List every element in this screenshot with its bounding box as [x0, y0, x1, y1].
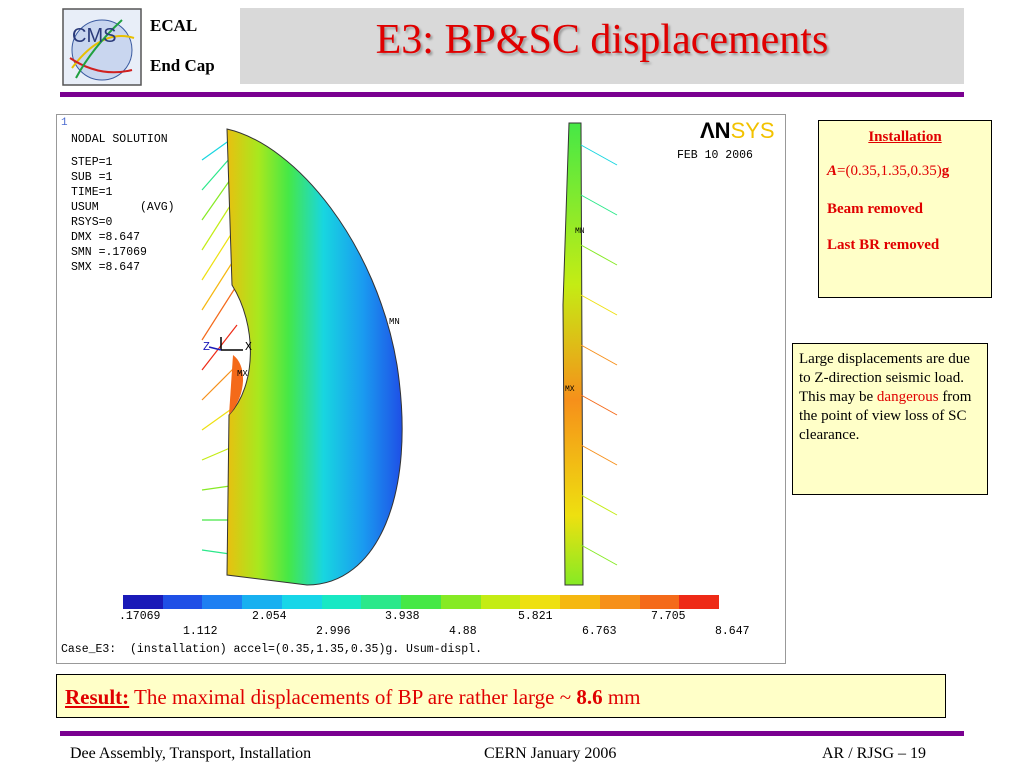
note-box: Large displacements are due to Z-directi…	[792, 343, 988, 495]
mn-label: MN	[389, 317, 400, 327]
ecal-label: ECAL	[150, 16, 198, 35]
result-label: Result:	[65, 685, 130, 709]
legend-swatch	[560, 595, 600, 609]
installation-box: Installation A=(0.35,1.35,0.35)g Beam re…	[818, 120, 992, 298]
legend-swatch	[281, 595, 322, 609]
solution-param: SMX =8.647	[71, 261, 141, 274]
endcap-label: End Cap	[150, 56, 215, 75]
acceleration-line: A=(0.35,1.35,0.35)g	[827, 163, 949, 180]
solution-param: USUM (AVG)	[71, 201, 175, 214]
axis-triad-icon	[208, 337, 243, 351]
side-struts	[580, 144, 618, 566]
solution-param: SUB =1	[71, 171, 113, 184]
legend-swatch	[520, 595, 561, 609]
legend-swatch	[123, 595, 163, 609]
title-band	[240, 8, 964, 84]
footer-right: AR / RJSG – 19	[822, 745, 927, 762]
fe-plot	[201, 122, 618, 586]
dee-petal	[226, 128, 403, 586]
ansys-an: ΛN	[700, 118, 731, 143]
result-text: The maximal displacements of BP are rath…	[129, 685, 577, 709]
nodal-solution-label: NODAL SOLUTION	[71, 133, 168, 146]
accel-g: g	[941, 163, 950, 179]
footer-middle: CERN January 2006	[484, 745, 617, 762]
legend-value: 7.705	[651, 610, 686, 623]
solution-parameters: STEP=1 SUB =1 TIME=1 USUM (AVG) RSYS=0 DMX =8…	[71, 155, 175, 275]
axis-z-label: Z	[203, 341, 210, 354]
legend-value: 5.821	[518, 610, 553, 623]
note-text-2: from the point of view loss of SC cleara…	[799, 389, 972, 443]
legend-value: 2.054	[252, 610, 287, 623]
result-box: Result: The maximal displacements of BP …	[56, 674, 946, 718]
legend-swatch	[599, 595, 640, 609]
installation-title: Installation	[868, 129, 942, 145]
legend-swatch	[202, 595, 243, 609]
footer-left: Dee Assembly, Transport, Installation	[70, 745, 312, 762]
color-legend	[123, 595, 720, 609]
legend-value: 2.996	[316, 625, 351, 638]
note-text-1: Large displacements are due to Z-directi…	[799, 351, 970, 405]
footer-rule	[60, 731, 964, 736]
last-br-removed: Last BR removed	[827, 237, 940, 253]
legend-value: 1.112	[183, 625, 218, 638]
legend-value: 6.763	[582, 625, 617, 638]
accel-a: A	[827, 163, 838, 179]
ansys-figure: 1 NODAL SOLUTION STEP=1 SUB =1 TIME=1 USUM …	[56, 114, 786, 664]
legend-value: 8.647	[715, 625, 750, 638]
solution-param: SMN =.17069	[71, 246, 147, 259]
legend-swatch	[242, 595, 282, 609]
max-region	[229, 355, 244, 415]
mx-label-side: MX	[565, 385, 575, 394]
solution-param: RSYS=0	[71, 216, 113, 229]
beam-removed: Beam removed	[827, 201, 923, 217]
legend-swatch	[162, 595, 203, 609]
legend-swatch	[639, 595, 680, 609]
ansys-logo: ΛNSYS	[700, 118, 775, 144]
mx-label: MX	[237, 369, 248, 379]
solution-param: DMX =8.647	[71, 231, 141, 244]
figure-caption: Case_E3: (installation) accel=(0.35,1.35…	[61, 643, 482, 656]
plot-date: FEB 10 2006	[677, 149, 753, 162]
legend-swatch	[321, 595, 362, 609]
legend-value: 4.88	[449, 625, 477, 638]
solution-param: TIME=1	[71, 186, 113, 199]
result-value: 8.6	[576, 685, 603, 709]
window-number: 1	[61, 117, 68, 129]
legend-swatch	[480, 595, 521, 609]
mn-label-side: MN	[575, 227, 585, 236]
axis-x-label: X	[245, 341, 252, 354]
legend-swatch	[440, 595, 481, 609]
result-unit: mm	[602, 685, 641, 709]
accel-values: =(0.35,1.35,0.35)	[837, 163, 942, 179]
slide-title: E3: BP&SC displacements	[375, 17, 829, 63]
ansys-sys: SYS	[730, 118, 775, 143]
logo-text: CMS	[72, 25, 116, 47]
legend-value: .17069	[119, 610, 161, 623]
legend-swatch	[679, 595, 720, 609]
cms-logo: CMS	[62, 8, 142, 86]
header-rule	[60, 92, 964, 97]
legend-value: 3.938	[385, 610, 420, 623]
side-view	[562, 122, 584, 586]
legend-swatch	[361, 595, 402, 609]
note-highlight: dangerous	[876, 389, 939, 405]
legend-swatch	[401, 595, 441, 609]
solution-param: STEP=1	[71, 156, 113, 169]
